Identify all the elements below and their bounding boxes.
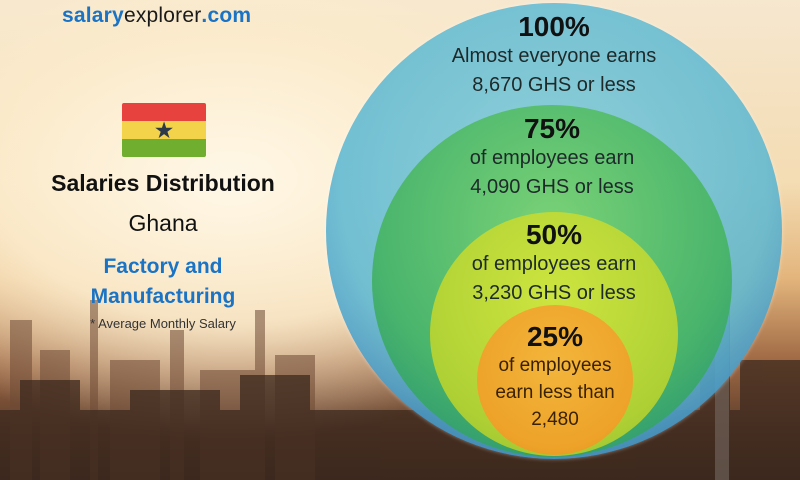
salary-note: * Average Monthly Salary xyxy=(90,316,236,331)
brand-logo[interactable]: salaryexplorer.com xyxy=(62,4,252,27)
category-label: Factory and Manufacturing xyxy=(90,255,236,308)
star-icon: ★ xyxy=(153,117,175,143)
page-title: Salaries Distribution xyxy=(51,170,275,196)
circle-25-percent: 25% of employees earn less than 2,480 xyxy=(477,305,633,455)
country-label: Ghana xyxy=(128,210,198,236)
ghana-flag-icon: ★ xyxy=(122,103,206,157)
